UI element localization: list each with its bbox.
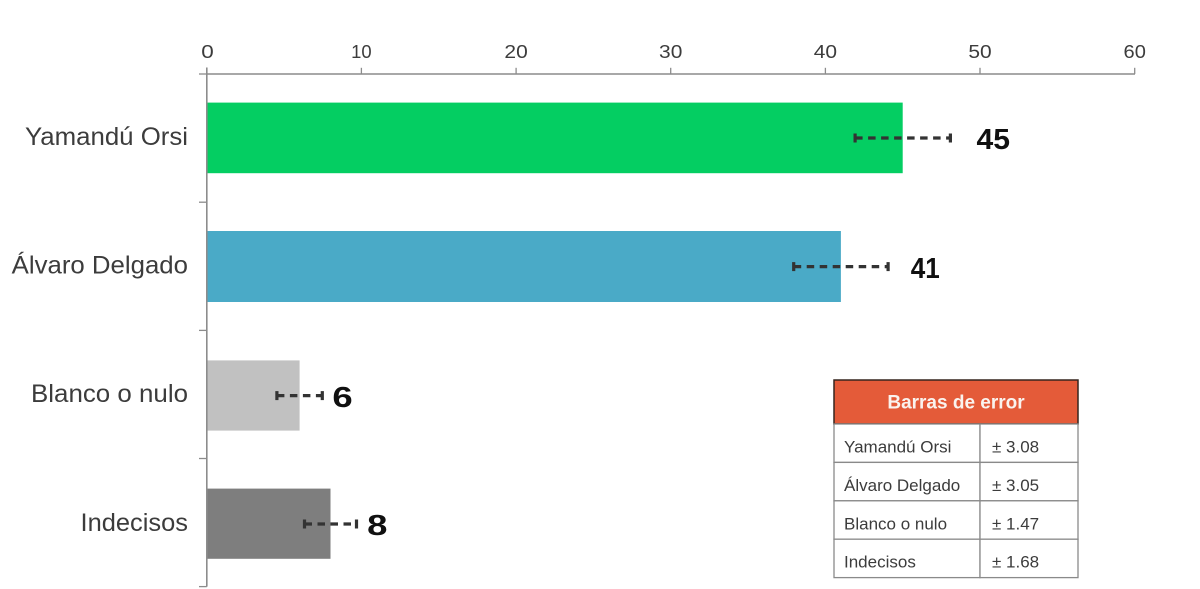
svg-text:20: 20 (504, 41, 527, 62)
svg-text:50: 50 (968, 41, 991, 62)
svg-text:Álvaro Delgado: Álvaro Delgado (844, 476, 960, 495)
svg-text:0: 0 (201, 41, 214, 62)
svg-text:Álvaro Delgado: Álvaro Delgado (12, 250, 188, 279)
svg-text:Blanco o nulo: Blanco o nulo (844, 514, 947, 533)
svg-text:Indecisos: Indecisos (844, 553, 916, 572)
svg-text:30: 30 (659, 41, 682, 62)
svg-text:Yamandú Orsi: Yamandú Orsi (844, 438, 951, 457)
svg-text:45: 45 (977, 124, 1011, 156)
svg-text:± 3.08: ± 3.08 (992, 438, 1039, 457)
svg-text:6: 6 (332, 382, 352, 414)
svg-text:41: 41 (911, 253, 940, 285)
svg-text:10: 10 (351, 41, 372, 62)
svg-text:8: 8 (367, 510, 387, 542)
svg-text:± 1.68: ± 1.68 (992, 553, 1039, 572)
svg-text:Yamandú Orsi: Yamandú Orsi (25, 123, 188, 151)
svg-text:± 1.47: ± 1.47 (992, 514, 1039, 533)
svg-text:Blanco o nulo: Blanco o nulo (31, 380, 188, 408)
svg-text:± 3.05: ± 3.05 (992, 476, 1039, 495)
svg-text:40: 40 (814, 41, 837, 62)
svg-text:Indecisos: Indecisos (81, 509, 189, 537)
svg-text:60: 60 (1124, 41, 1146, 62)
svg-text:Barras de error: Barras de error (887, 393, 1025, 414)
